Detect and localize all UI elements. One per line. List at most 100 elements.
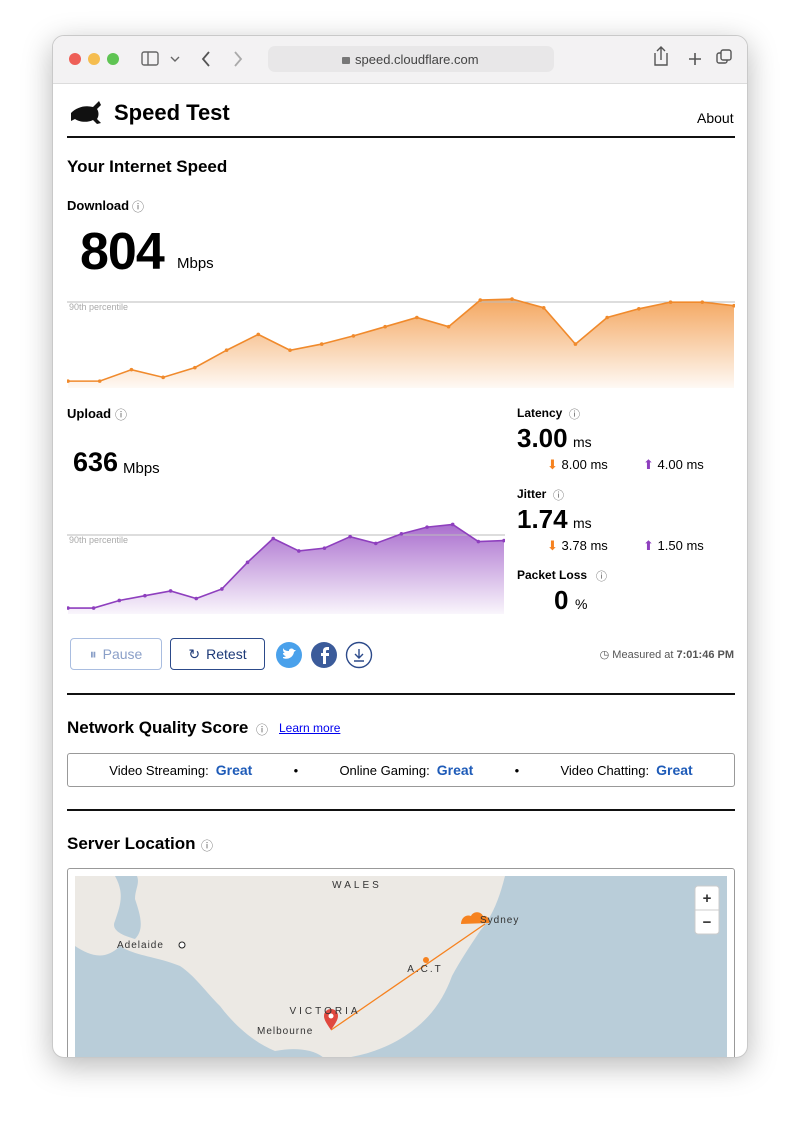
map-frame: [67, 868, 735, 1057]
latency-down: ⬇ 8.00 ms: [547, 457, 608, 472]
quality-box: Video Streaming: Great • Online Gaming: Grea…: [67, 753, 735, 787]
jitter-value: 1.74: [517, 504, 568, 534]
jitter-up-value: 1.50 ms: [657, 538, 704, 553]
quality-value: Great: [656, 762, 693, 778]
separator: •: [514, 762, 520, 778]
jitter-label: Jitter: [517, 487, 547, 501]
nav-about[interactable]: About: [697, 110, 734, 126]
point: [319, 342, 324, 346]
point: [425, 525, 429, 529]
point: [373, 541, 378, 546]
map-label: Melbourne: [257, 1026, 313, 1037]
zoom-control[interactable]: −: [703, 914, 712, 931]
point: [129, 367, 134, 372]
point: [245, 560, 250, 565]
info-icon[interactable]: ⓘ: [569, 409, 580, 421]
point: [732, 303, 735, 308]
packet-loss-unit: %: [575, 596, 588, 612]
point: [168, 589, 173, 593]
percentile-label: 90th percentile: [69, 302, 128, 312]
point: [256, 332, 261, 337]
point: [161, 375, 165, 380]
info-icon[interactable]: ⓘ: [256, 723, 269, 737]
divider: [67, 693, 735, 695]
map-label: WALES: [332, 880, 382, 891]
quality-items: Video Streaming: Great • Online Gaming: Grea…: [68, 754, 734, 786]
line: [68, 523, 505, 609]
toolbar-icons: [69, 46, 732, 72]
point: [383, 324, 387, 329]
jitter-up: ⬆ 1.50 ms: [643, 538, 704, 553]
learn-more-link[interactable]: Learn more: [279, 721, 341, 735]
section-heading: Network Quality Score: [67, 718, 249, 737]
point: [193, 365, 197, 370]
point: [502, 538, 505, 543]
point: [446, 324, 451, 329]
toolbar: speed.cloudflare.com: [53, 36, 747, 84]
download-label: Download: [67, 198, 130, 213]
info-icon[interactable]: ⓘ: [553, 490, 564, 502]
map-label: Sydney: [480, 915, 519, 926]
latency-up-value: 4.00 ms: [657, 457, 704, 472]
jitter-down-value: 3.78 ms: [561, 538, 608, 553]
line: [68, 298, 735, 382]
packet-loss-label: Packet Loss: [517, 568, 588, 582]
point: [271, 536, 275, 541]
info-icon[interactable]: ⓘ: [596, 571, 607, 583]
divider: [67, 136, 735, 138]
point: [67, 379, 70, 383]
map[interactable]: WALES Sydney Adelaide A.C.T VICTORIA Melbourn…: [75, 876, 727, 1058]
latency-label: Latency: [517, 406, 563, 420]
percentile-label: 90th percentile: [69, 535, 128, 545]
area: [68, 524, 504, 614]
map-label: A.C.T: [407, 964, 443, 975]
point: [224, 348, 229, 353]
point: [348, 534, 352, 539]
quality-label: Video Chatting:: [560, 763, 650, 778]
section-heading: Your Internet Speed: [67, 157, 228, 176]
download-unit: Mbps: [177, 255, 214, 272]
info-icon[interactable]: ⓘ: [132, 200, 145, 214]
quality-item: Video Streaming: Great: [109, 762, 252, 778]
point: [573, 342, 578, 346]
retest-button[interactable]: ↻ Retest: [170, 638, 265, 670]
point: [668, 300, 673, 304]
point: [541, 305, 546, 310]
info-icon[interactable]: ⓘ: [201, 839, 214, 853]
map-label: Adelaide: [117, 940, 164, 951]
quality-item: Video Chatting: Great: [560, 762, 692, 778]
point: [194, 596, 199, 601]
point: [67, 606, 70, 610]
measured-at: ◷ Measured at 7:01:46 PM: [599, 649, 734, 661]
point: [351, 334, 356, 338]
quality-label: Online Gaming:: [339, 763, 430, 778]
point: [297, 549, 301, 553]
share-icons[interactable]: [275, 640, 375, 670]
separator: •: [293, 762, 299, 778]
point: [605, 315, 609, 320]
upload-unit: Mbps: [123, 460, 160, 477]
packet-loss-value: 0: [554, 585, 569, 615]
point: [450, 522, 455, 527]
latency-down-value: 8.00 ms: [561, 457, 608, 472]
download-value: 804: [80, 223, 165, 281]
quality-value: Great: [436, 762, 474, 778]
url[interactable]: speed.cloudflare.com: [355, 52, 479, 67]
jitter-down: ⬇ 3.78 ms: [547, 538, 608, 553]
download-chart: 90th percentile: [67, 297, 735, 388]
point: [322, 546, 327, 550]
measured-time: 7:01:46 PM: [676, 649, 734, 661]
latency-up: ⬆ 4.00 ms: [643, 457, 704, 472]
point: [399, 532, 404, 536]
point: [288, 348, 292, 353]
zoom-control[interactable]: +: [703, 890, 712, 907]
latency-value: 3.00: [517, 423, 568, 453]
point: [637, 306, 641, 311]
point: [478, 298, 483, 302]
jitter-unit: ms: [573, 515, 592, 531]
pause-button[interactable]: ⏸ Pause: [70, 638, 162, 670]
section-heading: Server Location: [67, 834, 196, 853]
quality-label: Video Streaming:: [109, 763, 209, 778]
area: [68, 299, 734, 388]
info-icon[interactable]: ⓘ: [115, 408, 128, 422]
